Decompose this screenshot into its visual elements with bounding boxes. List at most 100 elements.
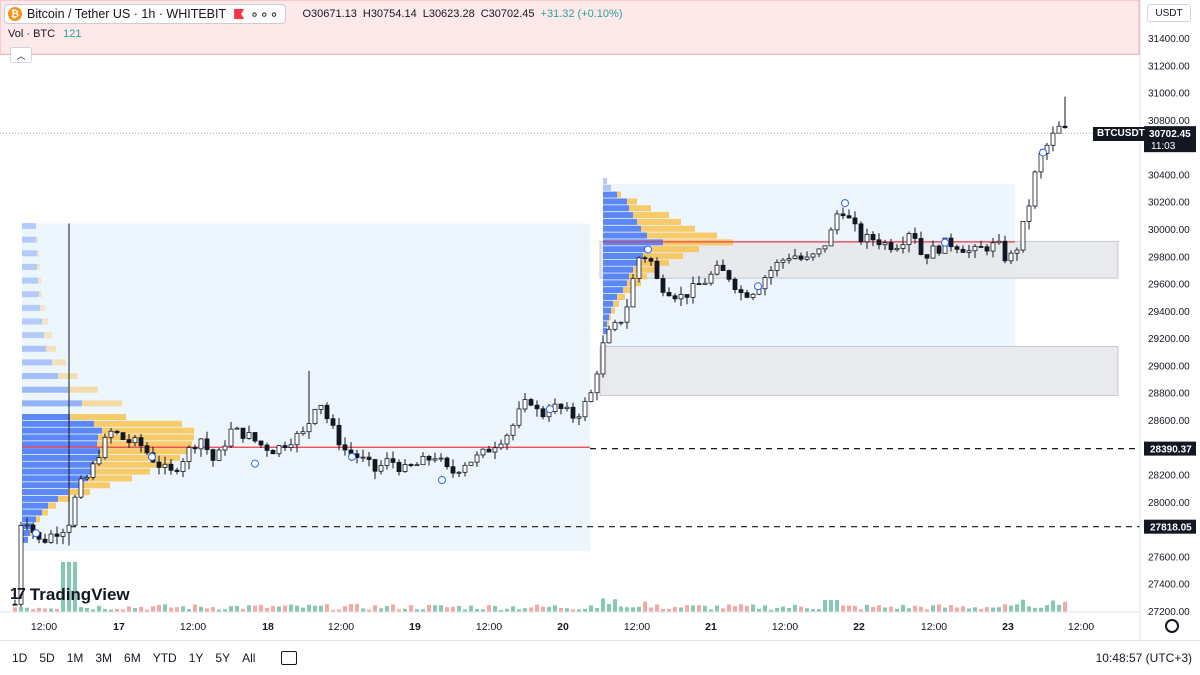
price-chart[interactable]: 31400.0031200.0031000.0030800.0030600.00…	[0, 0, 1200, 640]
price-tick: 30400.00	[1148, 170, 1190, 181]
volume-bar	[673, 606, 677, 612]
range-5d[interactable]: 5D	[39, 651, 55, 665]
more-dots-icon[interactable]: ∘∘∘	[250, 6, 280, 22]
candle-up	[1026, 205, 1032, 222]
price-tick: 30200.00	[1148, 198, 1190, 209]
volume-profile-1-bar-up	[39, 291, 42, 298]
volume-bar	[505, 608, 509, 612]
volume-bar	[847, 605, 851, 612]
volume-profile-1-bar-up	[42, 318, 48, 325]
clock-timezone[interactable]: 10:48:57 (UTC+3)	[1095, 651, 1192, 665]
candle-up	[198, 438, 204, 450]
candle-up	[930, 245, 936, 259]
volume-profile-2-bar-up	[649, 246, 699, 253]
settings-gear-icon[interactable]	[1165, 619, 1179, 633]
range-5y[interactable]: 5Y	[215, 651, 231, 665]
range-1d[interactable]: 1D	[12, 651, 28, 665]
volume-bar	[751, 604, 755, 612]
candle-down	[264, 444, 270, 451]
volume-bar	[1045, 605, 1049, 612]
flag-icon[interactable]	[234, 9, 245, 19]
volume-profile-2-bar-down	[603, 300, 613, 307]
volume-bar	[67, 562, 71, 612]
range-3m[interactable]: 3M	[95, 651, 113, 665]
volume-bar	[277, 606, 281, 612]
volume-profile-1-bar-up	[44, 332, 52, 339]
volume-profile-1-bar-up	[92, 468, 150, 475]
volume-bar	[1015, 604, 1019, 612]
candle-down	[120, 432, 126, 441]
candle-down	[912, 233, 918, 239]
candle-down	[258, 440, 264, 446]
tradingview-logo: 17 TradingView	[10, 585, 130, 605]
time-tick: 22	[853, 621, 865, 633]
candle-up	[276, 445, 282, 455]
candle-up	[774, 261, 780, 271]
volume-bars	[13, 562, 1067, 612]
volume-profile-1-bar-up	[36, 236, 38, 243]
volume-bar	[307, 604, 311, 612]
candle-down	[840, 213, 846, 217]
collapse-legend-button[interactable]: ︿	[10, 47, 32, 63]
volume-bar	[817, 609, 821, 612]
time-tick: 12:00	[328, 621, 354, 633]
candle-up	[438, 457, 444, 460]
volume-bar	[217, 609, 221, 612]
candle-up	[60, 531, 66, 537]
range-all[interactable]: All	[242, 651, 256, 665]
volume-bar	[907, 608, 911, 612]
chart-area[interactable]: 31400.0031200.0031000.0030800.0030600.00…	[0, 0, 1200, 640]
candle-down	[870, 234, 876, 241]
volume-profile-2-bar-up	[627, 198, 637, 205]
volume-bar	[403, 608, 407, 612]
candle-down	[846, 215, 852, 219]
tradingview-logo-icon: 17	[10, 586, 26, 603]
volume-bar	[433, 605, 437, 612]
volume-profile-2-bar-down	[603, 259, 637, 266]
volume-bar	[385, 606, 389, 612]
date-range-calendar-icon[interactable]	[281, 651, 298, 665]
candle-up	[792, 255, 798, 260]
volume-profile-2-bar-down	[603, 293, 617, 300]
candle-down	[948, 237, 954, 248]
symbol-title-box[interactable]: ₿ Bitcoin / Tether US · 1h · WHITEBIT ∘∘…	[4, 4, 287, 24]
range-1m[interactable]: 1M	[66, 651, 84, 665]
volume-profile-1-bar-up	[58, 495, 70, 502]
volume-profile-2-bar-down	[603, 280, 627, 287]
volume-profile-2-bar-down	[603, 246, 649, 253]
time-tick: 23	[1002, 621, 1014, 633]
candle-up	[84, 477, 90, 480]
candle-up	[972, 246, 978, 252]
price-tick: 30000.00	[1148, 225, 1190, 236]
volume-profile-1-bar-down	[22, 345, 46, 352]
volume-profile-1-bar-down	[22, 414, 70, 420]
volume-bar	[565, 608, 569, 612]
volume-bar	[835, 600, 839, 612]
volume-profile-2-bar-up	[641, 225, 695, 232]
volume-bar	[979, 608, 983, 612]
volume-legend: Vol · BTC 121	[8, 28, 81, 40]
volume-bar	[547, 606, 551, 612]
candle-up	[468, 461, 474, 466]
candle-down	[210, 449, 216, 461]
range-1y[interactable]: 1Y	[188, 651, 204, 665]
marker-circle	[941, 238, 949, 247]
volume-bar	[313, 605, 317, 612]
marker-circle	[546, 405, 554, 414]
candle-up	[132, 437, 138, 444]
candle-up	[228, 428, 234, 447]
volume-bar	[265, 607, 269, 612]
range-6m[interactable]: 6M	[124, 651, 141, 665]
volume-bar	[31, 609, 35, 612]
range-ytd[interactable]: YTD	[152, 651, 177, 665]
candle-up	[1008, 252, 1014, 262]
candle-up	[162, 463, 168, 468]
candle-up	[822, 245, 828, 250]
volume-bar	[79, 607, 83, 612]
currency-selector[interactable]: USDT	[1147, 4, 1191, 22]
volume-bar	[19, 607, 23, 612]
candle-up	[186, 447, 192, 462]
candle-up	[510, 424, 516, 436]
volume-profile-1-bar-down	[22, 427, 102, 434]
volume-bar	[649, 607, 653, 612]
